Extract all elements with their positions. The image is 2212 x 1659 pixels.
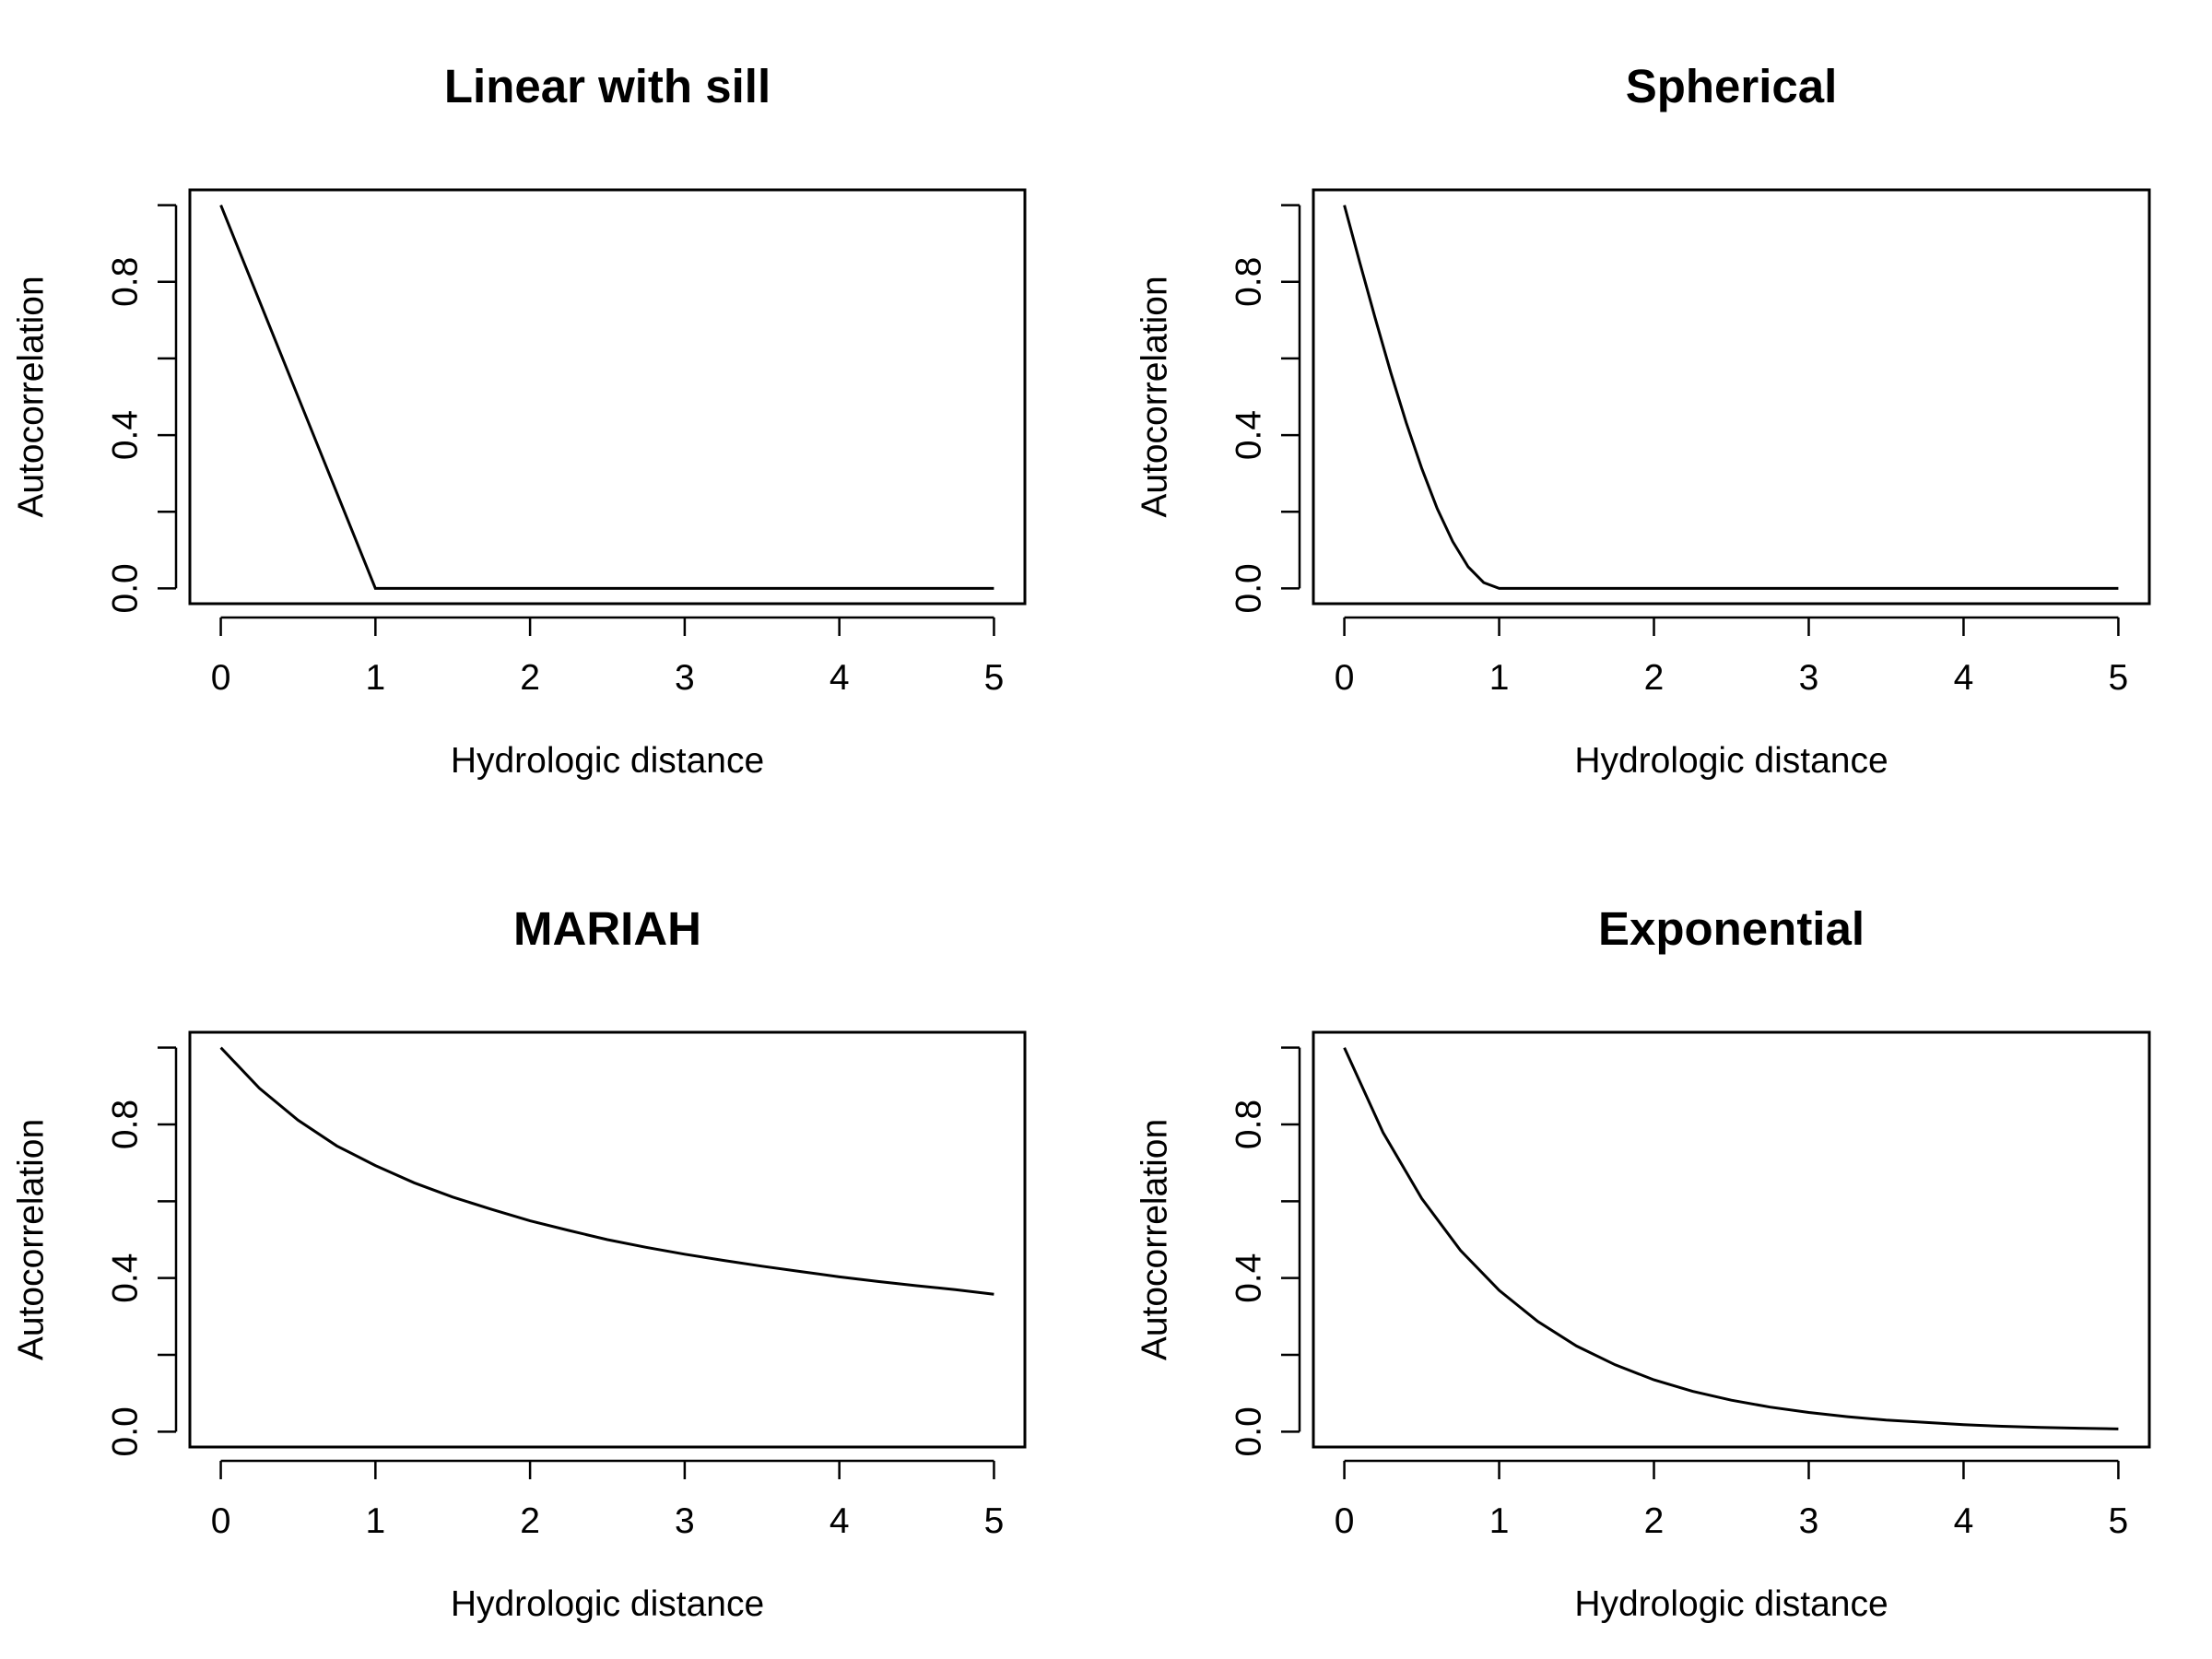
y-tick-label: 0.8	[1230, 1100, 1269, 1149]
x-tick-label: 1	[365, 658, 385, 698]
plot-frame	[188, 1030, 1027, 1449]
x-axis-label: Hydrologic distance	[1574, 741, 1888, 781]
y-tick-label: 0.4	[1230, 1253, 1269, 1303]
x-tick-label: 1	[1489, 1501, 1510, 1541]
chart-panel-1: Linear with sill 0 1 2 3 4 5 Hydrologic distanc…	[12, 60, 1027, 781]
y-tick-label: 0.8	[106, 1100, 146, 1149]
chart-panel-3: MARIAH 0 1 2 3 4 5 Hydrologic distance 0.0 0.4 0.8…	[12, 902, 1027, 1624]
x-tick-label: 4	[830, 1501, 850, 1541]
plot-frame	[188, 188, 1027, 606]
y-tick-label: 0.8	[106, 257, 146, 307]
x-tick-label: 2	[520, 1501, 540, 1541]
x-tick-label: 3	[675, 1501, 695, 1541]
y-axis-label: Autocorrelation	[12, 1119, 52, 1360]
chart-title: MARIAH	[513, 902, 701, 955]
chart-title: Exponential	[1598, 902, 1865, 955]
y-tick-label: 0.0	[106, 1406, 146, 1456]
y-tick-label: 0.4	[106, 1253, 146, 1303]
plot-frame	[1312, 188, 2151, 606]
chart-title: Spherical	[1626, 60, 1838, 112]
y-tick-label: 0.0	[1230, 563, 1269, 613]
plot-frame	[1312, 1030, 2151, 1449]
x-tick-label: 1	[1489, 658, 1510, 698]
x-axis-label: Hydrologic distance	[451, 1584, 764, 1624]
x-tick-label: 5	[984, 658, 1005, 698]
x-axis-label: Hydrologic distance	[1574, 1584, 1888, 1624]
y-tick-label: 0.4	[106, 410, 146, 460]
x-tick-label: 5	[2109, 658, 2129, 698]
x-tick-label: 4	[1954, 1501, 1974, 1541]
x-tick-label: 0	[211, 658, 231, 698]
y-axis-label: Autocorrelation	[1135, 1119, 1175, 1360]
x-tick-label: 0	[211, 1501, 231, 1541]
y-tick-label: 0.4	[1230, 410, 1269, 460]
x-tick-label: 3	[1799, 1501, 1819, 1541]
chart-panel-2: Spherical 0 1 2 3 4 5 Hydrologic distance 0.0 0.4…	[1135, 60, 2151, 781]
x-tick-label: 2	[520, 658, 540, 698]
x-tick-label: 3	[1799, 658, 1819, 698]
x-tick-label: 0	[1335, 1501, 1355, 1541]
x-tick-label: 3	[675, 658, 695, 698]
x-tick-label: 1	[365, 1501, 385, 1541]
x-axis-label: Hydrologic distance	[451, 741, 764, 781]
y-tick-label: 0.0	[106, 563, 146, 613]
x-tick-label: 2	[1644, 658, 1665, 698]
x-tick-label: 5	[2109, 1501, 2129, 1541]
y-axis-label: Autocorrelation	[12, 276, 52, 517]
y-tick-label: 0.0	[1230, 1406, 1269, 1456]
x-tick-label: 4	[830, 658, 850, 698]
x-tick-label: 4	[1954, 658, 1974, 698]
y-tick-label: 0.8	[1230, 257, 1269, 307]
x-tick-label: 2	[1644, 1501, 1665, 1541]
series-line	[1343, 1047, 2119, 1430]
series-line	[219, 205, 994, 590]
x-tick-label: 0	[1335, 658, 1355, 698]
chart-title: Linear with sill	[444, 60, 771, 112]
chart-panel-4: Exponential 0 1 2 3 4 5 Hydrologic distance 0.0 0…	[1135, 902, 2151, 1624]
x-tick-label: 5	[984, 1501, 1005, 1541]
series-line	[1343, 205, 2119, 590]
series-line	[219, 1046, 994, 1296]
y-axis-label: Autocorrelation	[1135, 276, 1175, 517]
